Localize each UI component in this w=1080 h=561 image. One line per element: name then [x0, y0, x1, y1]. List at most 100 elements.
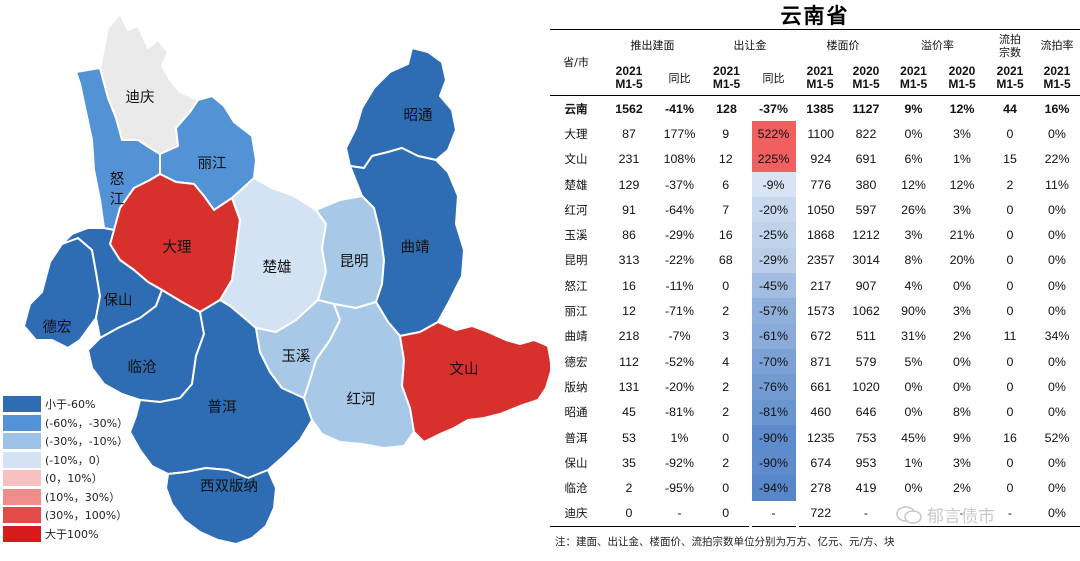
- cell-value: -95%: [665, 481, 694, 496]
- watermark: 郁言债市: [895, 502, 995, 527]
- cell-value: 12: [718, 152, 733, 167]
- region-qujing[interactable]: [349, 147, 465, 337]
- cell-province: 玉溪: [564, 228, 588, 243]
- cell-value: -64%: [665, 202, 694, 217]
- region-xishuangbanna[interactable]: [165, 467, 277, 545]
- label-qujing: 曲靖: [401, 239, 430, 256]
- table-row: 昭通 45 -81% 2 -81% 460 646 0% 8% 0 0%: [550, 399, 1080, 425]
- table-row: 德宏 112 -52% 4 -70% 871 579 5% 0% 0 0%: [550, 348, 1080, 375]
- cell-value: 0%: [904, 126, 923, 141]
- cell-value: 16%: [1044, 101, 1070, 116]
- cell-value: 0%: [1048, 126, 1066, 141]
- cell-value: -22%: [665, 253, 694, 268]
- cell-value: -29%: [748, 247, 799, 274]
- map-legend: 小于-60% (-60%，-30%） (-30%，-10%） (-10%，0） (0，1…: [3, 395, 148, 543]
- table-row: 楚雄 129 -37% 6 -9% 776 380 12% 12% 2 11%: [550, 171, 1080, 198]
- cell-value: 822: [855, 126, 877, 141]
- cell-value: 12%: [949, 101, 975, 116]
- table-row: 云南 1562 -41% 128 -37% 1385 1127 9% 12% 44 16%: [550, 96, 1080, 122]
- cell-value: 0%: [1048, 202, 1066, 217]
- cell-value: -: [677, 506, 682, 521]
- cell-value: 0%: [1048, 228, 1066, 243]
- legend-item: (-30%，-10%）: [3, 432, 148, 451]
- cell-value: 0: [722, 506, 730, 521]
- region-honghe[interactable]: [303, 301, 415, 449]
- legend-item: (-60%，-30%）: [3, 414, 148, 433]
- cell-province: 版纳: [564, 379, 588, 394]
- legend-label: (-60%，-30%）: [45, 416, 129, 430]
- cell-value: -92%: [665, 455, 694, 470]
- cell-value: -37%: [665, 177, 694, 192]
- cell-province: 怒江: [564, 278, 588, 293]
- cell-value: 0%: [1048, 481, 1066, 496]
- cell-province: 文山: [564, 152, 588, 167]
- cell-value: 1562: [615, 101, 643, 116]
- legend-item: (-10%，0）: [3, 451, 148, 470]
- legend-swatch: [3, 433, 41, 450]
- cell-value: -61%: [748, 323, 799, 349]
- legend-label: (30%，100%）: [45, 509, 128, 523]
- cell-value: 34%: [1044, 329, 1070, 344]
- legend-label: (-30%，-10%）: [45, 435, 129, 449]
- cell-value: 45: [622, 405, 636, 420]
- cell-value: 0: [1006, 126, 1014, 141]
- cell-value: -71%: [665, 304, 694, 319]
- region-kunming[interactable]: [315, 195, 385, 309]
- cell-value: 2: [722, 455, 730, 470]
- label-honghe: 红河: [347, 391, 376, 408]
- cell-value: 11%: [1045, 177, 1069, 192]
- cell-value: 3%: [953, 126, 971, 141]
- label-chuxiong: 楚雄: [263, 259, 292, 276]
- cell-province: 红河: [564, 202, 588, 217]
- legend-swatch: [3, 488, 41, 505]
- region-zhaotong[interactable]: [345, 47, 457, 169]
- cell-value: -41%: [665, 101, 694, 116]
- yunnan-map: 迪庆 昭通 丽江 怒 江 大理 楚雄 昆明 曲靖 保山 德宏 临沧 玉溪 文山 …: [23, 13, 550, 545]
- cell-value: 278: [810, 481, 832, 496]
- cell-value: 0%: [904, 405, 923, 420]
- subcol-header: 2021 M1-5: [996, 64, 1024, 91]
- label-xishuangbanna: 西双版纳: [200, 478, 258, 495]
- cell-value: 2%: [953, 329, 971, 344]
- cell-value: 313: [618, 253, 640, 268]
- cell-province: 迪庆: [564, 506, 588, 521]
- cell-value: 1050: [806, 202, 835, 217]
- cell-value: 128: [716, 101, 737, 116]
- cell-value: 1868: [806, 228, 835, 243]
- cell-value: -52%: [665, 354, 694, 369]
- table-row: 临沧 2 -95% 0 -94% 278 419 0% 2% 0 0%: [550, 475, 1080, 501]
- cell-value: 131: [618, 379, 640, 394]
- table-row: 丽江 12 -71% 2 -57% 1573 1062 90% 3% 0 0%: [550, 298, 1080, 324]
- cell-value: 691: [855, 152, 877, 167]
- cell-value: 380: [855, 177, 877, 192]
- cell-value: -45%: [748, 273, 799, 299]
- cell-value: 2357: [806, 253, 835, 268]
- cell-value: -: [748, 500, 799, 527]
- cell-value: 0%: [904, 379, 923, 394]
- cell-value: 753: [855, 430, 877, 445]
- label-dali: 大理: [163, 239, 192, 256]
- cell-value: 6%: [904, 152, 923, 167]
- table-title: 云南省: [780, 3, 850, 28]
- cell-value: -37%: [759, 101, 788, 116]
- group-header: 推出建面: [630, 39, 675, 52]
- cell-value: 86: [622, 228, 636, 243]
- table-row: 昆明 313 -22% 68 -29% 2357 3014 8% 20% 0 0%: [550, 247, 1080, 274]
- cell-value: 0: [625, 506, 633, 521]
- cell-value: 3: [722, 329, 730, 344]
- legend-item: (0，10%）: [3, 469, 148, 488]
- cell-value: 0: [722, 430, 730, 445]
- cell-value: 108%: [663, 152, 696, 167]
- legend-swatch: [3, 414, 41, 431]
- cell-province: 丽江: [564, 304, 588, 319]
- legend-item: (30%，100%）: [3, 506, 148, 525]
- cell-value: 0: [1006, 253, 1014, 268]
- cell-value: 1385: [806, 101, 834, 116]
- cell-value: -11%: [665, 278, 694, 293]
- cell-value: 12: [622, 304, 636, 319]
- cell-value: -57%: [748, 298, 799, 324]
- cell-value: 0%: [1048, 253, 1066, 268]
- subcol-header: 2020 M1-5: [948, 64, 976, 91]
- cell-value: 26%: [901, 202, 926, 217]
- region-wenshan[interactable]: [399, 321, 550, 443]
